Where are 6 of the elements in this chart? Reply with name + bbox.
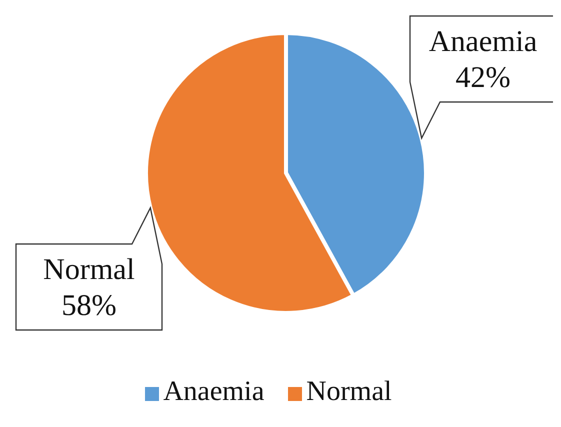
slice-label: Anaemia xyxy=(428,25,538,58)
data-label: 58% xyxy=(62,289,116,322)
legend-label: Anaemia xyxy=(163,376,264,407)
slice-label: Normal xyxy=(43,253,135,286)
data-label: 42% xyxy=(456,61,510,94)
legend-label: Normal xyxy=(306,376,392,407)
